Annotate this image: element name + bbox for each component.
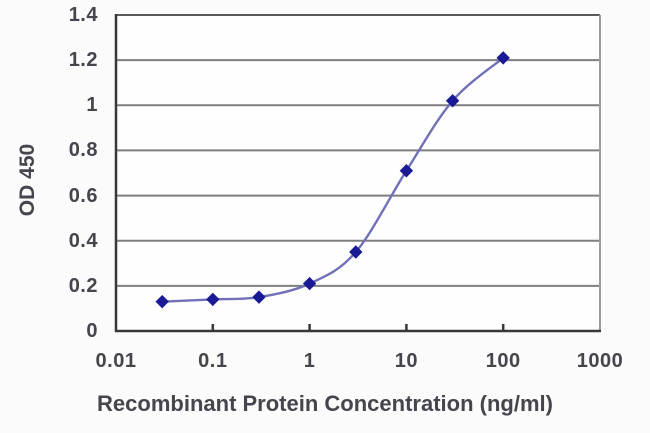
x-tick-label: 1000	[576, 350, 624, 372]
data-point-marker	[302, 276, 317, 291]
y-tick-label: 0.2	[68, 274, 98, 297]
x-tick-label: 10	[394, 350, 419, 372]
y-tick-label: 0.8	[68, 139, 98, 162]
data-point-marker	[349, 245, 363, 259]
x-tick-label: 1	[303, 350, 316, 372]
x-tick-label: 0.01	[95, 350, 137, 372]
data-point-marker	[445, 94, 460, 108]
y-tick-label: 1	[86, 94, 98, 117]
x-tick-label: 0.1	[198, 350, 228, 372]
plot-background	[116, 15, 600, 331]
y-tick-label: 1.4	[68, 4, 98, 26]
data-point-marker	[252, 290, 266, 304]
x-axis-title: Recombinant Protein Concentration (ng/ml…	[97, 391, 553, 416]
x-tick-label: 100	[485, 350, 521, 372]
data-point-marker	[206, 292, 220, 307]
data-point-marker	[155, 294, 169, 309]
y-tick-label: 0.6	[68, 184, 98, 207]
y-tick-label: 0.4	[68, 229, 98, 252]
y-tick-label: 1.2	[68, 49, 98, 72]
data-point-marker	[496, 51, 510, 65]
data-point-marker	[399, 164, 414, 178]
y-tick-label: 0	[86, 320, 98, 342]
